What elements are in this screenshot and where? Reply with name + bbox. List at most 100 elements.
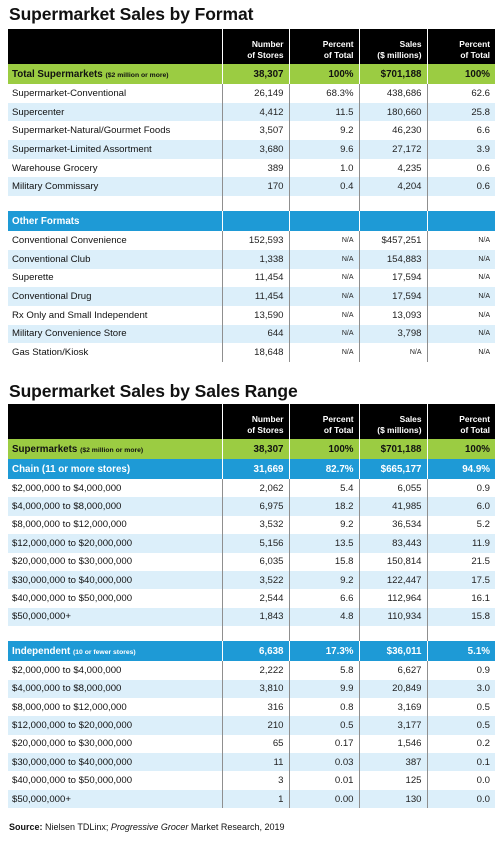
row-label: $50,000,000+ [8, 789, 222, 809]
row-label: Superette [8, 268, 222, 288]
total-supermarkets-note: ($2 million or more) [105, 71, 169, 79]
table-row: Supermarket-Limited Assortment 3,680 9.6 27… [8, 140, 495, 159]
cell-stores: 18,648 [221, 343, 289, 362]
spacer-row [8, 626, 495, 642]
table-row: $8,000,000 to $12,000,000 3,532 9.2 36,534 5… [8, 515, 495, 535]
cell-pct_sales: N/A [426, 305, 495, 325]
cell-pct_sales: 62.6 [426, 84, 495, 103]
source-text-a: Nielsen TDLinx; [42, 822, 111, 832]
cell-pct_stores: 11.5 [288, 102, 359, 122]
source-note: Source: Nielsen TDLinx; Progressive Groc… [9, 822, 284, 832]
cell-pct_stores: 1.0 [288, 158, 359, 178]
cell-stores: 38,307 [221, 64, 289, 84]
cell-pct_sales: 0.5 [426, 697, 495, 717]
cell-stores: 13,590 [221, 305, 289, 325]
row-label: $4,000,000 to $8,000,000 [8, 679, 222, 698]
table-row: Conventional Club 1,338 N/A 154,883 N/A [8, 249, 495, 269]
cell-sales: N/A [358, 343, 427, 362]
row-label: Supermarket-Conventional [8, 84, 222, 103]
row-label: $12,000,000 to $20,000,000 [8, 534, 222, 553]
cell-stores: 210 [221, 716, 289, 735]
cell-pct_sales: 17.5 [426, 570, 495, 590]
row-label: Conventional Drug [8, 287, 222, 306]
cell-sales: 27,172 [358, 140, 427, 159]
header-pct_stores: Percent of Total [288, 404, 359, 439]
table-row: $30,000,000 to $40,000,000 3,522 9.2 122,44… [8, 570, 495, 590]
cell-pct_stores: 0.5 [288, 716, 359, 735]
source-text-b: Market Research, 2019 [188, 822, 285, 832]
header-pct_sales: Percent of Total [426, 404, 495, 439]
cell-pct_stores: 9.2 [288, 570, 359, 590]
cell-stores: 38,307 [221, 439, 289, 459]
row-label: Military Commissary [8, 177, 222, 197]
cell-pct_stores: 9.6 [288, 140, 359, 159]
cell-pct_sales: 3.9 [426, 140, 495, 159]
header-label-cell [8, 404, 222, 439]
row-label: $4,000,000 to $8,000,000 [8, 497, 222, 516]
other-formats-row: Other Formats [8, 211, 495, 232]
total-supermarkets-label: Total Supermarkets [12, 68, 103, 80]
row-label: $30,000,000 to $40,000,000 [8, 753, 222, 772]
header-pct_stores-line2: of Total [323, 425, 354, 435]
cell-stores: 65 [221, 734, 289, 754]
supermarkets-total-label: Supermarkets [12, 443, 78, 455]
cell-pct_stores: 15.8 [288, 552, 359, 571]
cell-sales: 36,534 [358, 515, 427, 535]
cell-stores: 11,454 [221, 268, 289, 288]
header-sales-line1: Sales [399, 414, 422, 424]
header-row: Number of Stores Percent of Total Sales ($ mi… [8, 29, 495, 64]
header-sales-line1: Sales [399, 39, 422, 49]
cell-sales: 122,447 [358, 570, 427, 590]
cell-pct_stores: N/A [288, 249, 359, 269]
header-label-cell [8, 29, 222, 64]
header-stores-line2: of Stores [247, 50, 284, 60]
total-supermarkets-row: Total Supermarkets ($2 million or more) 3… [8, 64, 495, 84]
cell-stores: 3,522 [221, 570, 289, 590]
table-row: Conventional Drug 11,454 N/A 17,594 N/A [8, 287, 495, 306]
header-pct_sales-line1: Percent [459, 39, 490, 49]
total-supermarkets-label-cell: Total Supermarkets ($2 million or more) [8, 64, 222, 84]
table-row: Military Commissary 170 0.4 4,204 0.6 [8, 177, 495, 197]
cell-stores: 6,638 [221, 641, 289, 662]
cell-sales: 112,964 [358, 589, 427, 608]
cell-stores: 5,156 [221, 534, 289, 553]
row-label: Conventional Convenience [8, 231, 222, 250]
other-formats-label: Other Formats [8, 211, 222, 232]
cell-pct_stores: N/A [288, 268, 359, 288]
row-label: $50,000,000+ [8, 607, 222, 627]
row-label: $8,000,000 to $12,000,000 [8, 697, 222, 717]
row-label: Warehouse Grocery [8, 158, 222, 178]
row-label: $12,000,000 to $20,000,000 [8, 716, 222, 735]
cell-sales: 4,235 [358, 158, 427, 178]
table-row: Supermarket-Natural/Gourmet Foods 3,507 9.… [8, 121, 495, 141]
table-row: $8,000,000 to $12,000,000 316 0.8 3,169 0.5 [8, 697, 495, 717]
cell-pct_stores: 100% [288, 439, 359, 459]
header-pct_sales-line2: of Total [460, 50, 490, 60]
cell-stores: 152,593 [221, 231, 289, 250]
cell-sales: 110,934 [358, 607, 427, 627]
cell-pct_sales: 6.0 [426, 497, 495, 516]
cell-stores: 31,669 [221, 459, 289, 479]
row-label: Gas Station/Kiosk [8, 343, 222, 362]
cell-pct_stores: 82.7% [288, 459, 359, 479]
cell-sales: 3,798 [358, 324, 427, 344]
row-label: $2,000,000 to $4,000,000 [8, 479, 222, 498]
table-row: $20,000,000 to $30,000,000 65 0.17 1,546 0.2 [8, 734, 495, 754]
table-row: Conventional Convenience 152,593 N/A $457,2… [8, 231, 495, 250]
cell-sales: 13,093 [358, 305, 427, 325]
table-row: $12,000,000 to $20,000,000 210 0.5 3,177 0.5 [8, 716, 495, 735]
cell-pct_sales: 15.8 [426, 607, 495, 627]
cell-pct_stores: 9.2 [288, 121, 359, 141]
cell-stores: 1 [221, 789, 289, 809]
cell-stores: 2,222 [221, 661, 289, 680]
cell-pct_sales: 5.2 [426, 515, 495, 535]
cell-stores: 2,544 [221, 589, 289, 608]
table-row: $4,000,000 to $8,000,000 3,810 9.9 20,849 3.… [8, 679, 495, 698]
cell-pct_sales: N/A [426, 343, 495, 362]
table2-title: Supermarket Sales by Sales Range [9, 381, 298, 401]
source-label: Source: [9, 822, 43, 832]
cell-sales: $701,188 [358, 439, 427, 459]
source-italic: Progressive Grocer [110, 822, 189, 832]
cell-stores: 11 [221, 753, 289, 772]
